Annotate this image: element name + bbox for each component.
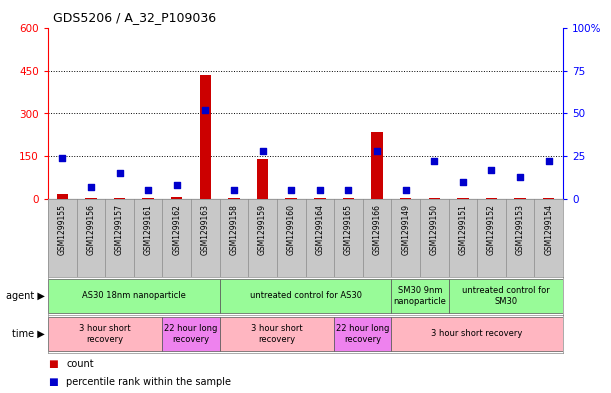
Bar bbox=[334, 317, 391, 351]
Text: GSM1299165: GSM1299165 bbox=[344, 204, 353, 255]
Point bbox=[86, 184, 96, 190]
Text: GSM1299166: GSM1299166 bbox=[373, 204, 381, 255]
Point bbox=[115, 170, 125, 176]
Text: GSM1299151: GSM1299151 bbox=[458, 204, 467, 255]
Text: percentile rank within the sample: percentile rank within the sample bbox=[67, 377, 232, 387]
Point bbox=[57, 155, 67, 161]
Bar bbox=[314, 198, 326, 199]
Bar bbox=[220, 317, 334, 351]
Bar bbox=[142, 198, 154, 199]
Text: GSM1299159: GSM1299159 bbox=[258, 204, 267, 255]
Bar bbox=[114, 198, 125, 199]
Text: GSM1299158: GSM1299158 bbox=[230, 204, 238, 255]
Bar bbox=[391, 317, 563, 351]
Text: GSM1299152: GSM1299152 bbox=[487, 204, 496, 255]
Bar bbox=[257, 159, 268, 199]
Bar bbox=[391, 279, 448, 313]
Point bbox=[544, 158, 554, 165]
Text: GSM1299164: GSM1299164 bbox=[315, 204, 324, 255]
Bar bbox=[171, 197, 183, 199]
Text: GSM1299163: GSM1299163 bbox=[201, 204, 210, 255]
Text: AS30 18nm nanoparticle: AS30 18nm nanoparticle bbox=[82, 292, 186, 301]
Text: SM30 9nm
nanoparticle: SM30 9nm nanoparticle bbox=[393, 286, 447, 306]
Bar bbox=[200, 75, 211, 199]
Bar bbox=[48, 279, 220, 313]
Point bbox=[315, 187, 324, 194]
Point bbox=[258, 148, 268, 154]
Point bbox=[401, 187, 411, 194]
Text: ■: ■ bbox=[48, 359, 58, 369]
Text: count: count bbox=[67, 359, 94, 369]
Bar bbox=[457, 198, 469, 199]
Text: GSM1299153: GSM1299153 bbox=[516, 204, 525, 255]
Text: GSM1299157: GSM1299157 bbox=[115, 204, 124, 255]
Point bbox=[486, 167, 496, 173]
Point bbox=[372, 148, 382, 154]
Text: GSM1299154: GSM1299154 bbox=[544, 204, 553, 255]
Text: GSM1299150: GSM1299150 bbox=[430, 204, 439, 255]
Bar bbox=[285, 198, 297, 199]
Text: 22 hour long
recovery: 22 hour long recovery bbox=[164, 324, 218, 344]
Text: GSM1299156: GSM1299156 bbox=[86, 204, 95, 255]
Point bbox=[515, 174, 525, 180]
Point bbox=[143, 187, 153, 194]
Text: agent ▶: agent ▶ bbox=[6, 291, 45, 301]
Text: 3 hour short
recovery: 3 hour short recovery bbox=[251, 324, 302, 344]
Bar bbox=[48, 317, 163, 351]
Point bbox=[172, 182, 181, 189]
Text: untreated control for AS30: untreated control for AS30 bbox=[249, 292, 362, 301]
Bar bbox=[229, 198, 240, 199]
Bar bbox=[514, 198, 526, 199]
Point bbox=[200, 107, 210, 113]
Point bbox=[343, 187, 353, 194]
Text: 22 hour long
recovery: 22 hour long recovery bbox=[336, 324, 389, 344]
Bar bbox=[448, 279, 563, 313]
Bar bbox=[343, 198, 354, 199]
Text: 3 hour short recovery: 3 hour short recovery bbox=[431, 329, 523, 338]
Bar bbox=[428, 198, 440, 199]
Bar bbox=[400, 198, 411, 199]
Text: GSM1299160: GSM1299160 bbox=[287, 204, 296, 255]
Text: untreated control for
SM30: untreated control for SM30 bbox=[462, 286, 550, 306]
Bar bbox=[57, 194, 68, 199]
Point bbox=[229, 187, 239, 194]
Text: GSM1299161: GSM1299161 bbox=[144, 204, 153, 255]
Bar bbox=[486, 198, 497, 199]
Bar bbox=[543, 198, 554, 199]
Bar bbox=[163, 317, 220, 351]
Bar bbox=[220, 279, 391, 313]
Text: GDS5206 / A_32_P109036: GDS5206 / A_32_P109036 bbox=[53, 11, 216, 24]
Text: time ▶: time ▶ bbox=[12, 329, 45, 339]
Text: GSM1299149: GSM1299149 bbox=[401, 204, 410, 255]
Text: ■: ■ bbox=[48, 377, 58, 387]
Bar bbox=[371, 132, 382, 199]
Text: GSM1299155: GSM1299155 bbox=[58, 204, 67, 255]
Point bbox=[287, 187, 296, 194]
Point bbox=[458, 179, 468, 185]
Text: GSM1299162: GSM1299162 bbox=[172, 204, 181, 255]
Bar bbox=[85, 198, 97, 199]
Text: 3 hour short
recovery: 3 hour short recovery bbox=[79, 324, 131, 344]
Point bbox=[430, 158, 439, 165]
